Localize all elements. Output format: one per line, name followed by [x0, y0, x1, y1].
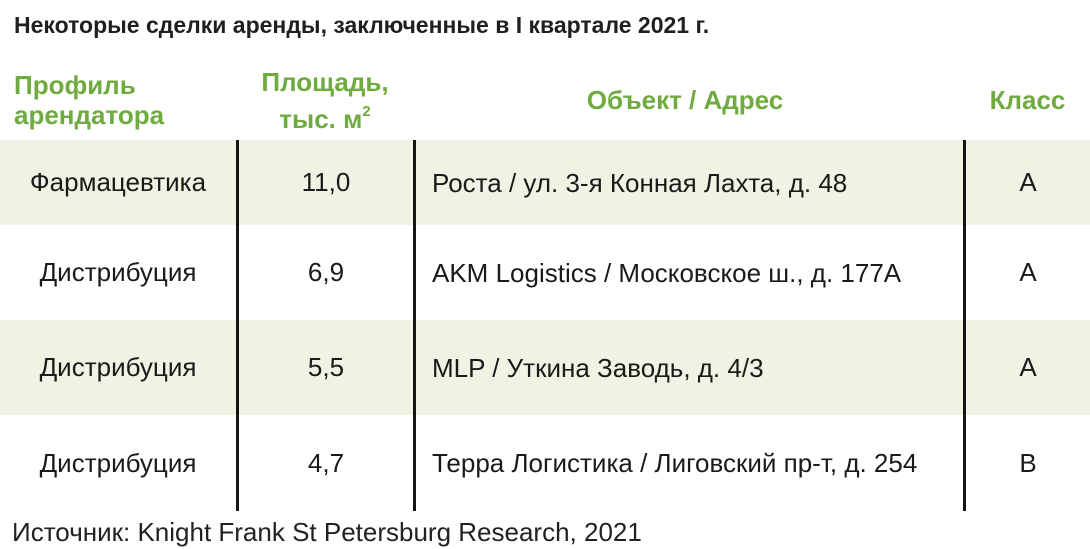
cell-class: A: [963, 140, 1090, 225]
cell-object: Роста / ул. 3-я Конная Лахта, д. 48: [413, 140, 963, 225]
cell-class: A: [963, 225, 1090, 320]
table-row: Дистрибуция 4,7 Терра Логистика / Лиговс…: [0, 415, 1090, 511]
header-profile: Профиль арендатора: [14, 64, 224, 136]
header-object: Объект / Адрес: [586, 85, 784, 115]
cell-class: A: [963, 320, 1090, 415]
cell-area: 6,9: [236, 225, 413, 320]
cell-object: Терра Логистика / Лиговский пр-т, д. 254: [413, 415, 963, 511]
cell-profile: Дистрибуция: [39, 257, 197, 287]
cell-profile: Дистрибуция: [39, 447, 197, 478]
cell-profile: Фармацевтика: [29, 167, 207, 197]
header-area-label: Площадь, тыс. м2: [255, 67, 395, 134]
cell-area: 11,0: [236, 140, 413, 225]
cell-object: MLP / Уткина Заводь, д. 4/3: [413, 320, 963, 415]
header-profile-label: Профиль арендатора: [14, 70, 165, 130]
cell-area: 5,5: [236, 320, 413, 415]
cell-profile: Дистрибуция: [39, 352, 197, 382]
cell-area: 4,7: [236, 415, 413, 511]
header-area-superscript: 2: [362, 102, 371, 120]
header-class: Класс: [989, 85, 1066, 115]
header-area-text: Площадь, тыс. м: [261, 66, 389, 134]
header-area: Площадь, тыс. м2: [245, 64, 405, 136]
table-row: Дистрибуция 6,9 AKM Logistics / Московск…: [0, 225, 1090, 320]
table-row: Фармацевтика 11,0 Роста / ул. 3-я Конная…: [0, 140, 1090, 225]
cell-object: AKM Logistics / Московское ш., д. 177А: [413, 225, 963, 320]
source-note: Источник: Knight Frank St Petersburg Res…: [12, 517, 642, 547]
cell-class: B: [963, 415, 1090, 511]
table-title: Некоторые сделки аренды, заключенные в I…: [14, 12, 710, 38]
table-row: Дистрибуция 5,5 MLP / Уткина Заводь, д. …: [0, 320, 1090, 415]
